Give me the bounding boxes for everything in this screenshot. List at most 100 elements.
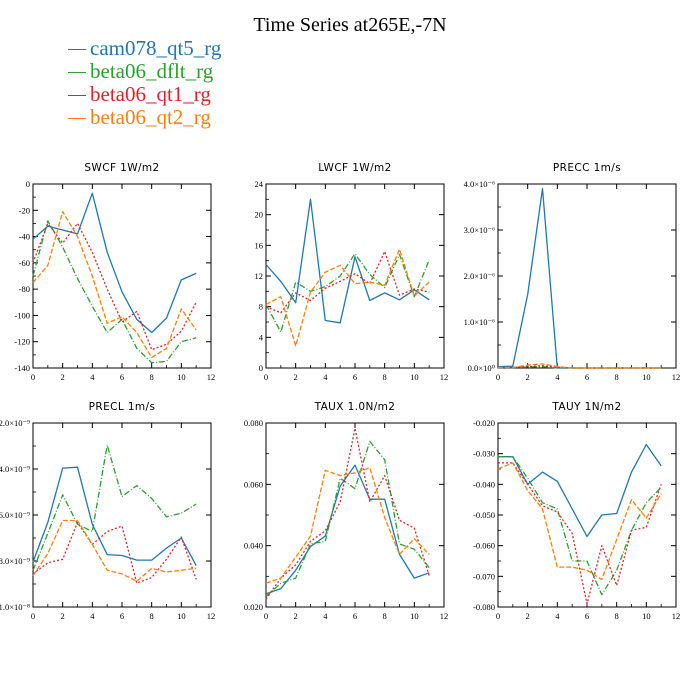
x-tick-label: 2	[526, 372, 530, 382]
y-tick-label: 0.040	[244, 541, 263, 551]
y-tick-label: 3.0×10⁻⁶	[464, 225, 495, 235]
y-tick-label: -0.070	[473, 571, 495, 581]
y-tick-label: 8.0×10⁻⁹	[0, 556, 30, 566]
series-line-beta06_qt1_rg	[265, 427, 430, 600]
series-line-cam078_qt5_rg	[32, 466, 197, 566]
figure-title: Time Series at265E,-7N	[253, 14, 447, 36]
y-tick-label: 0.0×10⁰	[468, 363, 496, 373]
legend-item: beta06_qt1_rg	[68, 83, 221, 106]
x-tick-label: 10	[410, 372, 419, 382]
y-tick-label: 4	[259, 332, 264, 342]
y-tick-label: 0	[26, 179, 30, 189]
x-tick-label: 6	[120, 372, 124, 382]
plot-frame	[497, 422, 677, 608]
plot-frame	[265, 183, 445, 369]
x-tick-label: 8	[615, 372, 619, 382]
y-tick-label: 6.0×10⁻⁹	[0, 510, 30, 520]
y-tick-label: 0.060	[244, 479, 263, 489]
x-tick-label: 8	[383, 611, 387, 621]
y-tick-label: 16	[255, 240, 264, 250]
x-tick-label: 4	[555, 372, 560, 382]
x-tick-label: 8	[615, 611, 619, 621]
legend-swatch	[68, 49, 86, 50]
x-tick-label: 10	[642, 611, 651, 621]
x-tick-label: 0	[264, 372, 268, 382]
y-tick-label: -20	[19, 205, 30, 215]
y-tick-label: 24	[255, 179, 264, 189]
plot-title: TAUX 1.0N/m2	[314, 401, 396, 413]
series-line-beta06_dflt_rg	[32, 220, 197, 364]
x-tick-label: 8	[383, 372, 387, 382]
y-tick-label: 12	[255, 271, 264, 281]
series-line-beta06_qt1_rg	[32, 222, 197, 351]
x-tick-label: 0	[31, 372, 35, 382]
x-tick-label: 4	[323, 372, 328, 382]
y-tick-label: 1.0×10⁻⁸	[0, 602, 30, 612]
series-line-cam078_qt5_rg	[498, 443, 662, 538]
series-line-beta06_qt2_rg	[265, 248, 430, 347]
x-tick-label: 10	[177, 611, 186, 621]
x-tick-label: 4	[555, 611, 560, 621]
x-tick-label: 0	[496, 372, 500, 382]
plot-frame	[497, 183, 677, 369]
series-line-beta06_dflt_rg	[265, 440, 430, 597]
y-tick-label: 0.080	[244, 418, 263, 428]
legend-swatch	[68, 95, 86, 96]
x-tick-label: 2	[61, 372, 65, 382]
x-tick-label: 4	[90, 611, 95, 621]
series-line-cam078_qt5_rg	[265, 198, 430, 324]
series-line-beta06_qt2_rg	[497, 462, 662, 581]
y-tick-label: 2.0×10⁻⁶	[464, 271, 495, 281]
y-tick-label: -0.050	[473, 510, 495, 520]
y-tick-label: -140	[14, 363, 30, 373]
x-tick-label: 6	[120, 611, 124, 621]
y-tick-label: 4.0×10⁻⁶	[464, 179, 495, 189]
y-tick-label: -100	[14, 310, 30, 320]
plot-title: LWCF 1W/m2	[318, 162, 392, 174]
legend-label: beta06_qt1_rg	[90, 82, 211, 106]
series-line-beta06_qt2_rg	[265, 467, 430, 584]
y-tick-label: -60	[19, 258, 30, 268]
y-tick-label: -0.030	[473, 449, 495, 459]
legend-label: cam078_qt5_rg	[90, 36, 222, 60]
x-tick-label: 0	[496, 611, 500, 621]
x-tick-label: 6	[353, 372, 357, 382]
x-tick-label: 2	[526, 611, 530, 621]
y-tick-label: 20	[255, 210, 264, 220]
x-tick-label: 12	[207, 372, 216, 382]
y-tick-label: -0.080	[473, 602, 495, 612]
x-tick-label: 12	[207, 611, 216, 621]
plot-frame	[265, 422, 445, 608]
y-tick-label: 0	[259, 363, 263, 373]
x-tick-label: 12	[440, 611, 449, 621]
plot-title: SWCF 1W/m2	[84, 162, 159, 174]
plot-frame	[32, 422, 212, 608]
legend-item: cam078_qt5_rg	[68, 37, 221, 60]
y-tick-label: 4.0×10⁻⁹	[0, 464, 30, 474]
legend-item: beta06_qt2_rg	[68, 106, 221, 129]
plot-title: TAUY 1N/m2	[551, 401, 621, 413]
series-line-beta06_qt2_rg	[498, 363, 662, 369]
y-tick-label: -0.020	[473, 418, 495, 428]
series-line-beta06_dflt_rg	[498, 456, 662, 596]
series-line-beta06_qt1_rg	[498, 462, 662, 605]
y-tick-label: -120	[14, 337, 30, 347]
series-line-cam078_qt5_rg	[32, 192, 197, 334]
y-tick-label: 0.020	[244, 602, 263, 612]
x-tick-label: 6	[353, 611, 357, 621]
y-tick-label: 8	[259, 302, 263, 312]
y-tick-label: -0.060	[473, 541, 495, 551]
series-line-cam078_qt5_rg	[497, 187, 662, 369]
legend: cam078_qt5_rg beta06_dflt_rg beta06_qt1_…	[68, 37, 221, 129]
x-tick-label: 8	[150, 372, 154, 382]
x-tick-label: 12	[672, 611, 681, 621]
x-tick-label: 6	[585, 372, 589, 382]
x-tick-label: 10	[410, 611, 419, 621]
series-line-beta06_dflt_rg	[265, 253, 430, 333]
series-line-beta06_qt2_rg	[32, 210, 197, 359]
x-tick-label: 2	[61, 611, 65, 621]
plot-title: PRECL 1m/s	[89, 401, 156, 413]
legend-label: beta06_qt2_rg	[90, 105, 211, 129]
